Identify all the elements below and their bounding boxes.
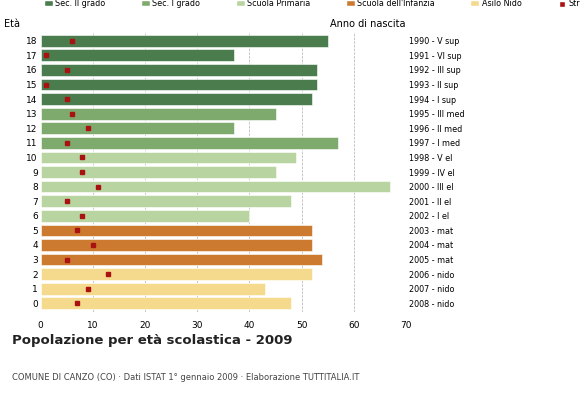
Bar: [41, 283, 265, 294]
Bar: [41, 254, 322, 265]
Bar: [41, 64, 317, 76]
Text: Età: Età: [4, 19, 20, 29]
Bar: [41, 298, 291, 309]
Bar: [41, 108, 276, 120]
Text: Popolazione per età scolastica - 2009: Popolazione per età scolastica - 2009: [12, 334, 292, 347]
Bar: [41, 93, 312, 105]
Bar: [41, 152, 296, 163]
Text: Anno di nascita: Anno di nascita: [331, 19, 406, 29]
Bar: [41, 50, 234, 61]
Text: COMUNE DI CANZO (CO) · Dati ISTAT 1° gennaio 2009 · Elaborazione TUTTITALIA.IT: COMUNE DI CANZO (CO) · Dati ISTAT 1° gen…: [12, 373, 359, 382]
Bar: [41, 79, 317, 90]
Bar: [41, 166, 276, 178]
Bar: [41, 224, 312, 236]
Legend: Sec. II grado, Sec. I grado, Scuola Primaria, Scuola dell'Infanzia, Asilo Nido, : Sec. II grado, Sec. I grado, Scuola Prim…: [45, 0, 580, 8]
Bar: [41, 268, 312, 280]
Bar: [41, 35, 328, 46]
Bar: [41, 137, 338, 149]
Bar: [41, 210, 249, 222]
Bar: [41, 181, 390, 192]
Bar: [41, 239, 312, 251]
Bar: [41, 122, 234, 134]
Bar: [41, 195, 291, 207]
